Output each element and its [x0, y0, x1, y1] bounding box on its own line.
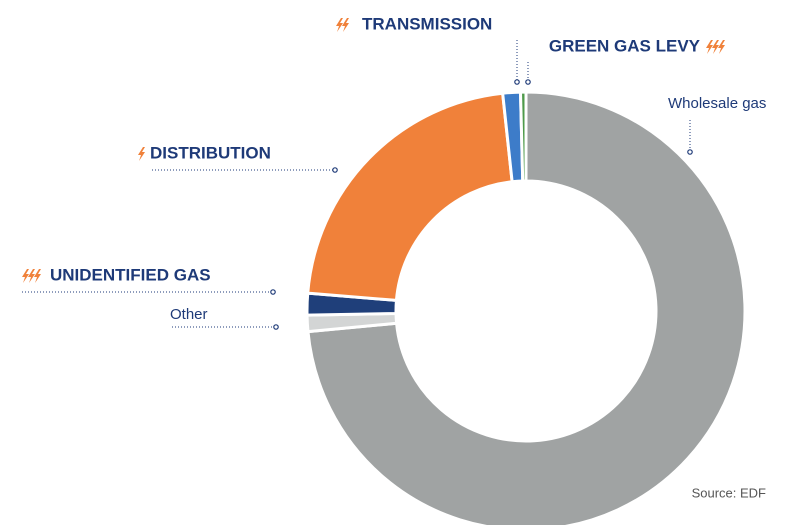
- leader-dot: [687, 149, 693, 155]
- slice: [306, 90, 747, 525]
- bolt-icon: [342, 18, 349, 32]
- slice-label: Wholesale gas: [668, 95, 766, 112]
- bolt-icon: [28, 269, 35, 283]
- source: Source: EDF: [692, 485, 766, 500]
- slice-label: Other: [170, 306, 208, 323]
- slice-label: DISTRIBUTION: [150, 143, 271, 162]
- bolt-icon: [22, 269, 29, 283]
- leader-dot: [332, 167, 338, 173]
- slice-label: GREEN GAS LEVY: [549, 36, 701, 55]
- leader-dot: [525, 79, 531, 85]
- bolt-icon: [34, 269, 41, 283]
- leader-dot: [514, 79, 520, 85]
- leader-dot: [273, 324, 279, 330]
- bolt-icon: [138, 147, 145, 161]
- slice-label: UNIDENTIFIED GAS: [50, 265, 211, 284]
- slice-label: TRANSMISSION: [362, 14, 492, 33]
- leader-dot: [270, 289, 276, 295]
- bolt-icon: [718, 40, 725, 54]
- slice: [518, 90, 528, 183]
- bolt-icon: [712, 40, 719, 54]
- bolt-icon: [336, 18, 343, 32]
- slice: [306, 91, 514, 303]
- bolt-icon: [706, 40, 713, 54]
